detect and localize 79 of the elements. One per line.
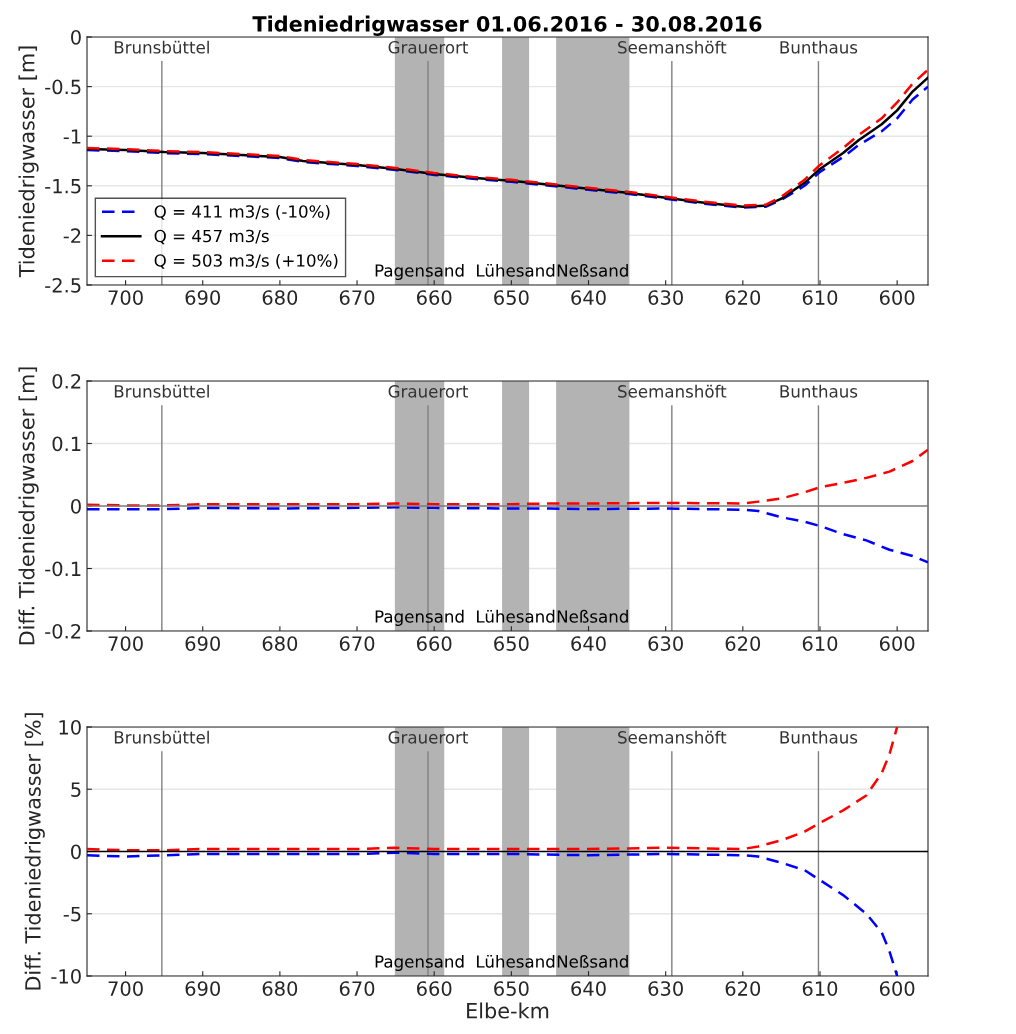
x-tick-label: 600: [879, 290, 915, 305]
band-label: Lühesand: [477, 954, 555, 968]
legend-label: Q = 503 m3/s (+10%): [154, 253, 338, 269]
legend-label: Q = 457 m3/s: [154, 229, 269, 245]
x-tick-label: 670: [339, 981, 375, 996]
x-tick-label: 650: [494, 636, 529, 651]
y-tick-label: 0.2: [52, 373, 81, 389]
y-axis-title: Diff. Tideniedrigwasser [m]: [18, 367, 39, 645]
x-tick-label: 660: [417, 636, 452, 651]
x-tick-label: 690: [185, 981, 220, 996]
ref-line-label: Bunthaus: [780, 730, 858, 744]
x-tick-label: 600: [879, 981, 915, 996]
y-tick-label: -0.2: [45, 623, 81, 639]
x-tick-label: 610: [802, 981, 838, 996]
x-tick-label: 700: [108, 290, 143, 305]
band-label: Lühesand: [477, 263, 555, 277]
x-tick-label: 620: [725, 981, 761, 996]
x-axis-title: Elbe-km: [467, 1002, 549, 1019]
x-tick-label: 640: [571, 981, 606, 996]
y-tick-label: -1.5: [45, 179, 81, 194]
x-tick-label: 670: [339, 290, 375, 305]
y-tick-label: 5: [71, 782, 81, 797]
ref-line-label: Seemanshöft: [618, 730, 727, 744]
x-tick-label: 680: [262, 290, 298, 305]
x-tick-label: 630: [648, 290, 683, 305]
line-series: [87, 448, 928, 507]
y-tick-label: -0.1: [45, 561, 81, 577]
y-axis-title: Tideniedrigwasser [m]: [18, 46, 39, 278]
ref-line-label: Bunthaus: [780, 40, 858, 54]
x-tick-label: 630: [648, 636, 683, 651]
x-tick-label: 680: [262, 981, 298, 996]
x-tick-label: 650: [494, 981, 529, 996]
y-tick-label: 10: [59, 719, 81, 735]
chart-title: Tideniedrigwasser 01.06.2016 - 30.08.2016: [252, 15, 762, 36]
band-label: Pagensand: [375, 609, 464, 626]
x-tick-label: 700: [108, 981, 143, 996]
ref-line-label: Brunsbüttel: [114, 40, 209, 54]
y-tick-label: -0.5: [45, 79, 81, 95]
x-tick-label: 690: [185, 290, 220, 305]
x-tick-label: 610: [802, 636, 838, 651]
x-tick-label: 660: [417, 981, 452, 996]
x-tick-label: 660: [417, 290, 452, 305]
band-label: Neßsand: [557, 263, 628, 277]
y-tick-label: -2.5: [45, 277, 81, 293]
y-axis-title: Diff. Tideniedrigwasser [%]: [24, 713, 45, 990]
y-tick-label: 0: [71, 29, 81, 45]
x-tick-label: 640: [571, 636, 606, 651]
band-label: Neßsand: [557, 609, 628, 623]
y-tick-label: 0.1: [52, 436, 81, 452]
band-label: Pagensand: [375, 954, 464, 972]
y-tick-label: -5: [63, 906, 81, 922]
x-tick-label: 620: [725, 290, 761, 305]
band-label: Lühesand: [477, 609, 555, 623]
ref-line-label: Bunthaus: [780, 384, 858, 398]
y-tick-label: -10: [51, 968, 81, 984]
line-series: [87, 506, 928, 564]
x-tick-label: 610: [802, 290, 838, 305]
x-tick-label: 630: [648, 981, 683, 996]
ref-line-label: Brunsbüttel: [114, 730, 209, 744]
x-tick-label: 700: [108, 636, 143, 651]
x-tick-label: 600: [879, 636, 915, 651]
x-tick-label: 680: [262, 636, 298, 651]
x-tick-label: 670: [339, 636, 375, 651]
ref-line-label: Brunsbüttel: [114, 384, 209, 398]
x-tick-label: 620: [725, 636, 761, 651]
ref-line-label: Seemanshöft: [618, 384, 727, 398]
band-label: Neßsand: [557, 954, 628, 968]
x-tick-label: 650: [494, 290, 529, 305]
y-tick-label: -2: [63, 228, 81, 243]
ref-line-label: Seemanshöft: [618, 40, 727, 54]
band-label: Pagensand: [375, 263, 464, 281]
legend-label: Q = 411 m3/s (-10%): [154, 204, 330, 220]
line-series: [87, 727, 899, 852]
x-tick-label: 640: [571, 290, 606, 305]
line-series: [87, 851, 899, 976]
y-tick-label: -1: [63, 129, 81, 144]
x-tick-label: 690: [185, 636, 220, 651]
y-tick-label: 0: [71, 844, 81, 860]
y-tick-label: 0: [71, 498, 81, 514]
